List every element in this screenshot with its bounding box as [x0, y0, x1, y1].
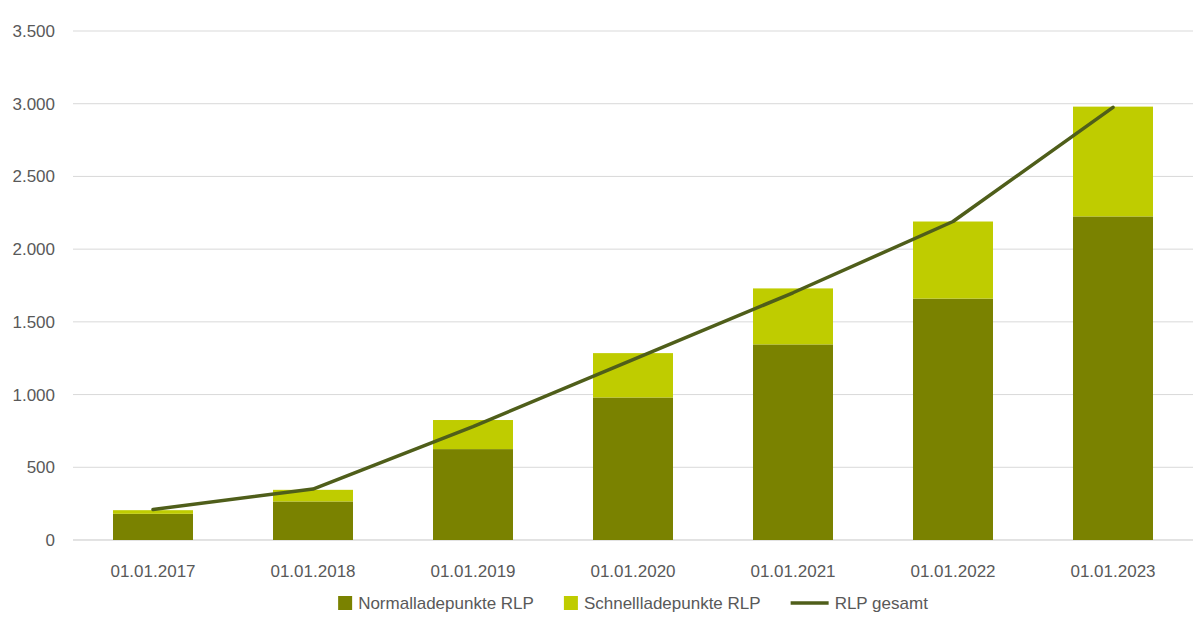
bar	[753, 344, 833, 540]
legend-symbol	[564, 596, 578, 610]
grid-line	[73, 249, 1193, 250]
x-tick-label: 01.01.2017	[110, 562, 195, 581]
bar	[273, 501, 353, 540]
grid-line	[73, 103, 1193, 104]
legend-item: Normalladepunkte RLP	[338, 594, 534, 613]
plot-area	[113, 107, 1153, 540]
legend-label: RLP gesamt	[835, 594, 929, 613]
grid-line	[73, 31, 1193, 32]
y-tick-label: 2.500	[12, 167, 55, 186]
line	[153, 107, 1113, 509]
x-tick-label: 01.01.2019	[430, 562, 515, 581]
bar	[113, 514, 193, 540]
legend-symbol	[338, 596, 352, 610]
grid-line	[73, 321, 1193, 322]
y-tick-label: 1.500	[12, 313, 55, 332]
bar	[433, 420, 513, 449]
bar	[433, 449, 513, 540]
grid-line	[73, 176, 1193, 177]
x-tick-label: 01.01.2023	[1070, 562, 1155, 581]
bar	[593, 397, 673, 540]
y-tick-label: 1.000	[12, 386, 55, 405]
y-tick-label: 0	[46, 531, 55, 550]
bar	[913, 299, 993, 540]
y-tick-label: 3.000	[12, 95, 55, 114]
bar	[1073, 107, 1153, 217]
legend: Normalladepunkte RLP Schnellladepunkte RL…	[338, 594, 928, 613]
y-tick-label: 500	[27, 458, 55, 477]
x-tick-label: 01.01.2020	[590, 562, 675, 581]
x-tick-label: 01.01.2021	[750, 562, 835, 581]
bar	[753, 288, 833, 344]
legend-item: Schnellladepunkte RLP	[564, 594, 761, 613]
x-tick-label: 01.01.2018	[270, 562, 355, 581]
grid	[73, 31, 1193, 540]
legend-label: Normalladepunkte RLP	[358, 594, 534, 613]
x-tick-label: 01.01.2022	[910, 562, 995, 581]
legend-item: RLP gesamt	[791, 594, 929, 613]
chart: 0 500 1.000 1.500 2.000 2.500 3.000 3.500 01.01.…	[0, 0, 1200, 631]
y-tick-label: 3.500	[12, 22, 55, 41]
legend-label: Schnellladepunkte RLP	[584, 594, 761, 613]
y-tick-label: 2.000	[12, 240, 55, 259]
bar	[1073, 216, 1153, 540]
legend-symbol	[791, 601, 829, 605]
